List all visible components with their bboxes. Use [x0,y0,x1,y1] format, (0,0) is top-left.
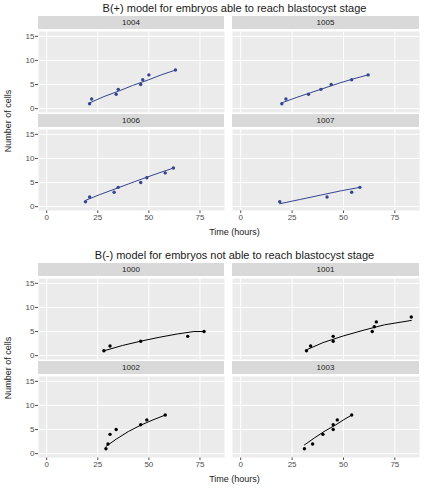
html-text:1006: 1006 [122,116,140,125]
html-text:1007: 1007 [316,116,335,125]
svg-text:75: 75 [196,213,205,222]
svg-text:50: 50 [339,460,348,469]
svg-text:50: 50 [144,460,153,469]
svg-text:0: 0 [44,460,49,469]
html-text:Number of cells: Number of cells [3,89,13,152]
svg-text:15: 15 [26,32,35,41]
html-text:1002: 1002 [122,363,140,372]
html-text:1003: 1003 [316,363,335,372]
html-text:B(-) model for embryos not abl: B(-) model for embryos not able to reach… [94,249,375,261]
svg-text:75: 75 [390,213,399,222]
svg-text:75: 75 [390,460,399,469]
svg-text:10: 10 [26,56,35,65]
svg-text:10: 10 [26,154,35,163]
svg-text:0: 0 [30,351,35,360]
html-text:Number of cells: Number of cells [3,336,13,399]
svg-text:25: 25 [288,460,297,469]
svg-text:15: 15 [26,377,35,386]
html-text:Time (hours): Time (hours) [209,227,260,237]
svg-text:15: 15 [26,279,35,288]
svg-text:0: 0 [44,213,49,222]
svg-text:5: 5 [30,425,35,434]
svg-text:0: 0 [30,449,35,458]
svg-text:0: 0 [238,460,243,469]
html-text:1001: 1001 [316,265,335,274]
html-text:Time (hours): Time (hours) [209,474,260,484]
svg-text:50: 50 [339,213,348,222]
html-text:1004: 1004 [122,18,140,27]
svg-text:25: 25 [93,213,102,222]
svg-text:0: 0 [30,104,35,113]
svg-text:25: 25 [93,460,102,469]
html-text:1000: 1000 [122,265,140,274]
svg-text:10: 10 [26,303,35,312]
html-text:1005: 1005 [316,18,335,27]
html-text:B(+) model for embryos able to: B(+) model for embryos able to reach bla… [102,2,367,14]
svg-text:5: 5 [30,327,35,336]
svg-text:25: 25 [288,213,297,222]
svg-text:75: 75 [196,460,205,469]
svg-text:5: 5 [30,80,35,89]
svg-text:0: 0 [238,213,243,222]
svg-text:50: 50 [144,213,153,222]
svg-text:15: 15 [26,130,35,139]
svg-text:10: 10 [26,401,35,410]
svg-text:5: 5 [30,178,35,187]
svg-text:0: 0 [30,202,35,211]
